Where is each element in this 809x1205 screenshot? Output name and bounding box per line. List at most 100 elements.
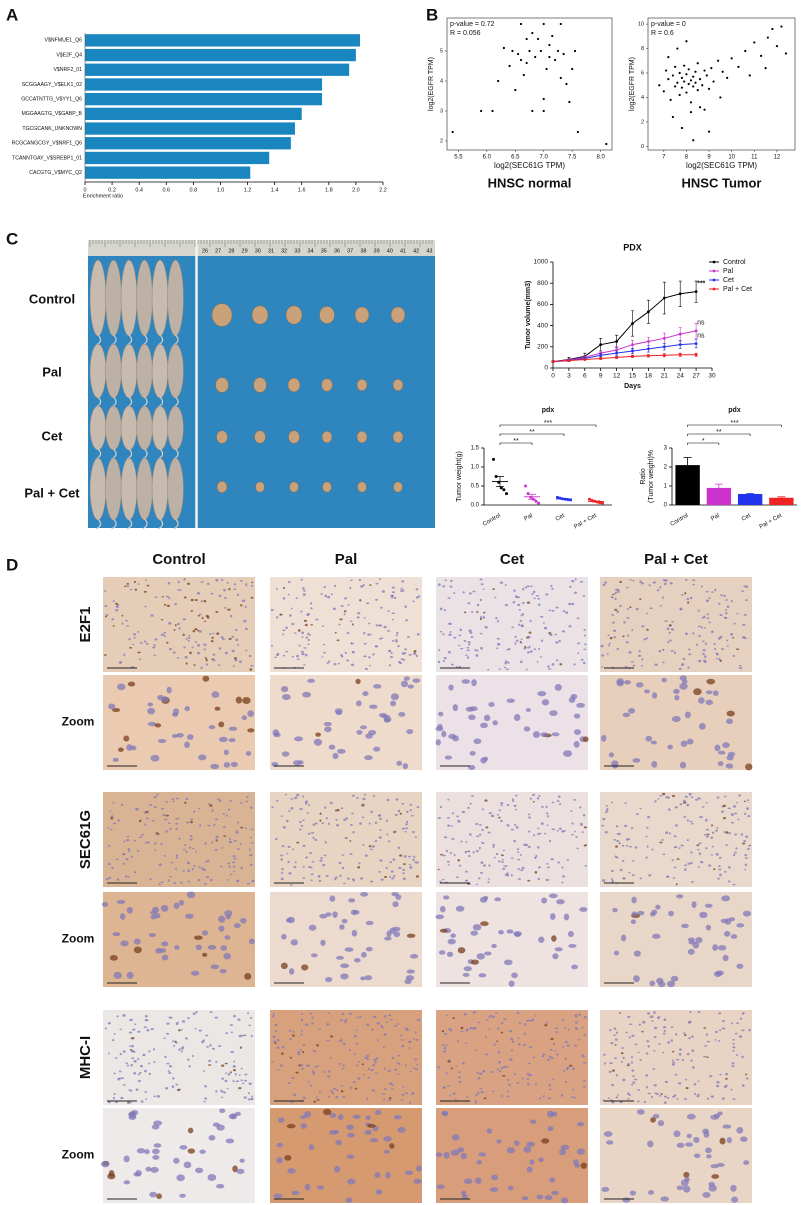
ihc-nucleus [115, 609, 119, 612]
point [662, 345, 666, 349]
ihc-nucleus [467, 850, 471, 853]
ihc-nucleus [210, 841, 214, 844]
ihc-nucleus [663, 582, 667, 586]
ihc-nucleus [528, 645, 531, 648]
ihc-nucleus [601, 1186, 610, 1193]
ihc-nucleus [450, 1067, 454, 1070]
ihc-nucleus [212, 653, 216, 656]
ihc-nucleus [276, 652, 280, 655]
ihc-nucleus [230, 761, 238, 768]
column-header: Control [152, 551, 205, 568]
ihc-nucleus [412, 678, 421, 683]
ihc-nucleus [312, 836, 315, 840]
point [556, 495, 559, 499]
ihc-nucleus [181, 1046, 185, 1049]
x-tick-label: Cet [741, 513, 752, 523]
ihc-nucleus [683, 799, 686, 803]
ihc-nucleus [658, 1015, 661, 1019]
ihc-nucleus [732, 1042, 735, 1045]
ihc-nucleus [177, 1088, 181, 1091]
ihc-nucleus [128, 850, 131, 853]
ihc-nucleus [369, 633, 372, 636]
ihc-nucleus [128, 1089, 131, 1091]
ihc-nucleus [679, 682, 688, 690]
ihc-nucleus [580, 1162, 588, 1169]
ihc-nucleus [366, 1054, 370, 1057]
ihc-nucleus [537, 827, 540, 830]
ihc-nucleus [517, 878, 521, 880]
ihc-nucleus [183, 844, 187, 846]
ihc-nucleus [439, 880, 442, 884]
ihc-nucleus [668, 624, 672, 627]
y-tick-label: 400 [537, 322, 548, 329]
ihc-nucleus [622, 1056, 625, 1060]
ihc-nucleus [315, 1099, 318, 1102]
ihc-nucleus [551, 801, 555, 804]
ihc-nucleus [723, 1085, 727, 1089]
ihc-nucleus [437, 583, 441, 586]
ihc-nucleus [723, 795, 727, 798]
ihc-nucleus [330, 593, 333, 596]
ihc-nucleus [744, 637, 747, 640]
x-tick-label: 7 [662, 155, 666, 161]
ihc-nucleus [521, 601, 525, 604]
ihc-nucleus [673, 688, 680, 694]
ihc-nucleus [573, 830, 577, 833]
ihc-nucleus [372, 1089, 375, 1092]
ihc-nucleus [163, 1037, 166, 1040]
mouse-tail [157, 518, 164, 530]
ihc-nucleus [108, 844, 111, 847]
ihc-nucleus [711, 1174, 720, 1179]
ihc-nucleus [187, 639, 190, 642]
ihc-nucleus [643, 1100, 646, 1104]
ihc-nucleus [616, 833, 620, 835]
ihc-nucleus [158, 863, 162, 866]
ihc-nucleus [133, 636, 136, 639]
ihc-nucleus [711, 591, 714, 593]
ihc-nucleus [400, 1034, 403, 1037]
ihc-nucleus [323, 721, 332, 727]
ihc-nucleus [443, 1047, 447, 1050]
ihc-nucleus [286, 1123, 296, 1129]
ihc-nucleus [541, 1055, 545, 1058]
ihc-nucleus [706, 678, 716, 685]
ihc-nucleus [247, 710, 255, 717]
ihc-nucleus [611, 1069, 616, 1072]
significance-label: *** [544, 420, 552, 427]
ihc-nucleus [574, 1015, 578, 1018]
ihc-nucleus [328, 1070, 331, 1073]
ihc-nucleus [355, 1029, 358, 1032]
ihc-nucleus [546, 866, 551, 869]
ihc-nucleus [364, 755, 373, 761]
ihc-nucleus [663, 1018, 667, 1021]
ihc-nucleus [285, 650, 289, 653]
ihc-nucleus [163, 631, 167, 634]
ihc-nucleus [113, 1093, 116, 1096]
category-label: TCANNTGAY_V$SREBP1_01 [12, 155, 82, 161]
point [499, 486, 503, 490]
ihc-nucleus [437, 817, 440, 819]
ihc-nucleus [728, 832, 731, 835]
significance-bracket [499, 442, 533, 445]
ihc-nucleus [650, 1015, 654, 1018]
ihc-nucleus [517, 868, 521, 870]
ihc-nucleus [442, 1044, 445, 1047]
ihc-nucleus [327, 595, 331, 599]
ihc-nucleus [223, 762, 231, 768]
ihc-nucleus [391, 1057, 395, 1060]
ihc-nucleus [739, 1017, 743, 1020]
ihc-nucleus [556, 829, 559, 832]
ihc-nucleus [118, 1070, 122, 1073]
ihc-nucleus [292, 1034, 295, 1037]
ihc-nucleus [174, 945, 180, 950]
ihc-nucleus [541, 699, 550, 706]
ihc-nucleus [719, 1073, 722, 1076]
ihc-nucleus [243, 1079, 248, 1082]
ihc-nucleus [662, 1026, 667, 1029]
ihc-nucleus [559, 663, 563, 666]
point [647, 310, 650, 314]
ihc-nucleus [393, 830, 396, 834]
ihc-nucleus [527, 1082, 530, 1086]
ihc-nucleus [236, 1168, 245, 1175]
ihc-nucleus [567, 1066, 570, 1069]
